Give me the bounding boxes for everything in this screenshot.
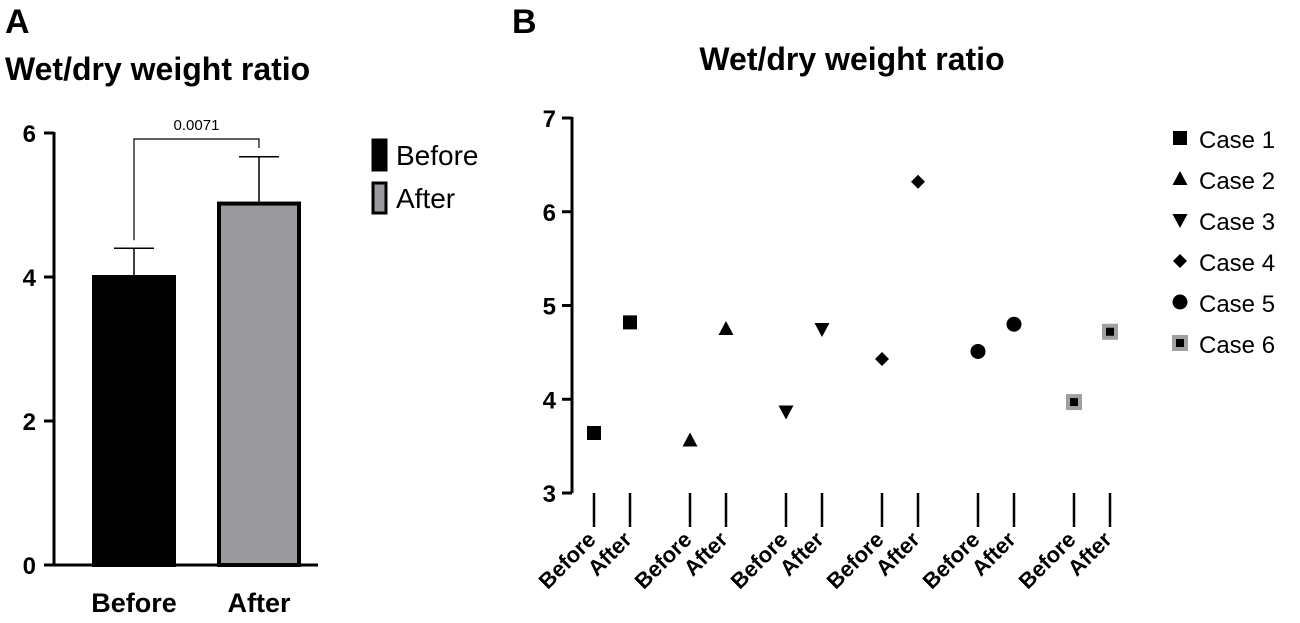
legend-marker (1173, 254, 1187, 268)
p-value-label: 0.0071 (174, 117, 220, 134)
legend-swatch (371, 181, 388, 215)
legend-marker (1172, 214, 1188, 228)
panel-b-scatter-chart: 34567BeforeAfterBeforeAfterBeforeAfterBe… (534, 106, 1275, 594)
y-tick-label: 2 (23, 409, 36, 436)
data-point (1006, 316, 1022, 332)
y-tick-label: 6 (23, 121, 36, 148)
data-point (1102, 323, 1118, 340)
data-point (778, 405, 794, 420)
legend-label: Case 3 (1199, 209, 1275, 236)
significance-bracket (133, 138, 260, 241)
y-tick-label: 6 (543, 200, 556, 227)
y-tick-label: 0 (23, 553, 36, 580)
y-tick-label: 5 (543, 294, 556, 321)
legend-swatch (371, 138, 388, 172)
panel-letter-a: A (5, 3, 30, 41)
data-point (911, 174, 925, 189)
y-tick-label: 4 (23, 265, 37, 292)
data-point (875, 351, 889, 366)
data-point (718, 320, 734, 335)
legend-label: Case 5 (1199, 291, 1275, 318)
data-point (814, 322, 830, 337)
legend-label: Case 4 (1199, 250, 1275, 277)
legend-marker (1172, 335, 1188, 351)
panel-a-title: Wet/dry weight ratio (5, 51, 310, 87)
bar (217, 201, 301, 567)
panel-letter-b: B (512, 3, 537, 41)
data-point (587, 426, 601, 440)
x-category-label: After (227, 588, 290, 618)
x-category-label: Before (91, 588, 177, 618)
legend-marker (1173, 131, 1187, 145)
y-tick-label: 3 (543, 481, 556, 508)
legend-label: Case 6 (1199, 332, 1275, 359)
data-point (970, 343, 986, 359)
legend-marker (1172, 294, 1188, 310)
y-tick-label: 4 (543, 387, 557, 414)
legend-label: Case 2 (1199, 168, 1275, 195)
panel-a-bar-chart: 0 2 4 6 Before After 0.0071 Before After (23, 117, 479, 618)
legend-label: Case 1 (1199, 127, 1275, 154)
legend-marker (1172, 171, 1188, 185)
bar (92, 275, 176, 567)
y-tick-label: 7 (543, 106, 556, 133)
legend-label: After (396, 183, 455, 214)
data-point (682, 432, 698, 447)
panel-b-title: Wet/dry weight ratio (699, 41, 1004, 77)
data-point (1066, 394, 1082, 411)
legend-label: Before (396, 140, 479, 171)
data-point (623, 315, 637, 330)
